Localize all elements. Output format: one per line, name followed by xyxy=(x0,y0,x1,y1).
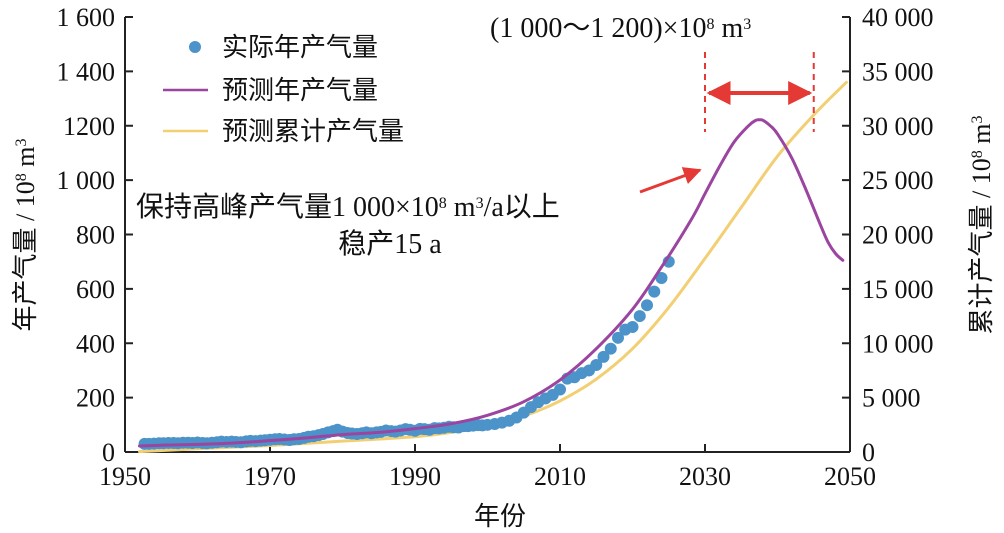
plateau-note-line2: 稳产15 a xyxy=(338,228,442,260)
left-axis-ticks: 0 200 400 600 800 1 000 1200 1 400 1 600 xyxy=(57,3,133,467)
actual-data-point xyxy=(641,299,653,312)
series-actual-annual xyxy=(138,255,675,450)
series-forecast-cumulative-line xyxy=(138,80,848,454)
plateau-pointer-arrow xyxy=(639,167,702,194)
x-tick-label: 2050 xyxy=(824,462,876,491)
plateau-note-c: /a以上 xyxy=(484,192,560,223)
plateau-note-b: m xyxy=(447,192,476,223)
actual-data-point xyxy=(648,285,661,298)
right-tick-label: 30 000 xyxy=(862,112,934,141)
actual-data-point xyxy=(626,320,639,333)
right-tick-label: 25 000 xyxy=(862,166,934,195)
plateau-range-times: ×10 xyxy=(663,13,707,44)
left-tick-label: 1 400 xyxy=(57,57,116,86)
x-tick-label: 2030 xyxy=(679,462,731,491)
plateau-annotation: (1 000～1 200)×108 m3 保持高峰产气量1 000×108 m3… xyxy=(136,13,815,260)
plateau-note-line1: 保持高峰产气量1 000×108 m3/a以上 xyxy=(136,191,560,223)
plateau-note-a: 保持高峰产气量1 000×10 xyxy=(136,191,439,223)
left-axis-label-unit-sup: 3 xyxy=(13,139,30,147)
legend: 实际年产气量 预测年产气量 预测累计产气量 xyxy=(163,33,404,146)
left-axis-label: 年产气量 / 108 m3 xyxy=(11,139,40,332)
right-tick-label: 20 000 xyxy=(862,221,934,250)
left-tick-label: 800 xyxy=(76,221,115,250)
actual-data-point xyxy=(612,331,624,344)
series-forecast-annual-line xyxy=(138,118,845,448)
actual-data-point xyxy=(590,359,603,371)
right-tick-label: 40 000 xyxy=(862,3,934,32)
x-axis-label: 年份 xyxy=(474,502,526,531)
legend-label-forecast-annual: 预测年产气量 xyxy=(222,76,378,105)
left-tick-label: 1 000 xyxy=(57,166,116,195)
plateau-range-unit-sup: 3 xyxy=(743,16,751,33)
left-tick-label: 200 xyxy=(76,384,115,413)
actual-data-point xyxy=(597,350,610,363)
left-tick-label: 400 xyxy=(76,329,115,358)
series-layer xyxy=(138,80,848,454)
legend-item-actual: 实际年产气量 xyxy=(189,33,378,62)
left-tick-label: 600 xyxy=(76,275,115,304)
x-tick-label: 2010 xyxy=(534,462,586,491)
actual-data-point xyxy=(604,342,617,355)
legend-item-forecast-annual: 预测年产气量 xyxy=(163,76,378,105)
actual-data-point xyxy=(633,310,646,323)
left-tick-label: 1200 xyxy=(63,112,115,141)
left-axis-label-unit: m xyxy=(11,147,40,174)
legend-label-forecast-cumulative: 预测累计产气量 xyxy=(222,117,404,146)
right-axis-label-unit-sup: 3 xyxy=(969,116,986,124)
plateau-note-sup2: 3 xyxy=(476,195,484,212)
actual-data-point xyxy=(655,272,668,284)
left-tick-label: 0 xyxy=(102,438,115,467)
right-tick-label: 35 000 xyxy=(862,57,934,86)
right-axis-label: 累计产气量 / 108 m3 xyxy=(967,116,996,335)
right-tick-label: 15 000 xyxy=(862,275,934,304)
legend-item-forecast-cumulative: 预测累计产气量 xyxy=(163,117,404,146)
legend-marker-actual xyxy=(189,41,201,53)
x-tick-label: 1970 xyxy=(244,462,296,491)
right-tick-label: 5 000 xyxy=(862,384,921,413)
right-tick-label: 0 xyxy=(862,438,875,467)
plateau-range-open: (1 000～1 200) xyxy=(490,13,663,44)
plateau-range-label: (1 000～1 200)×108 m3 xyxy=(490,13,751,44)
x-tick-label: 1950 xyxy=(99,462,151,491)
actual-data-point xyxy=(554,383,566,396)
left-axis-label-sup: 8 xyxy=(13,173,30,181)
right-axis-label-unit: m xyxy=(967,124,996,151)
x-tick-label: 1990 xyxy=(389,462,441,491)
right-tick-label: 10 000 xyxy=(862,329,934,358)
right-axis-label-main: 累计产气量 / 10 xyxy=(967,158,996,334)
left-tick-label: 1 600 xyxy=(57,3,116,32)
legend-label-actual: 实际年产气量 xyxy=(222,33,378,62)
right-axis-label-sup: 8 xyxy=(969,150,986,158)
plateau-note-sup: 8 xyxy=(439,195,447,212)
right-axis-ticks: 0 5 000 10 000 15 000 20 000 25 000 30 000 35 0… xyxy=(842,3,934,467)
plateau-range-sup: 8 xyxy=(706,16,714,33)
plateau-range-unit: m xyxy=(714,13,743,44)
x-axis-ticks: 1950 1970 1990 2010 2030 2050 xyxy=(99,444,876,491)
left-axis-label-main: 年产气量 / 10 xyxy=(11,181,40,331)
